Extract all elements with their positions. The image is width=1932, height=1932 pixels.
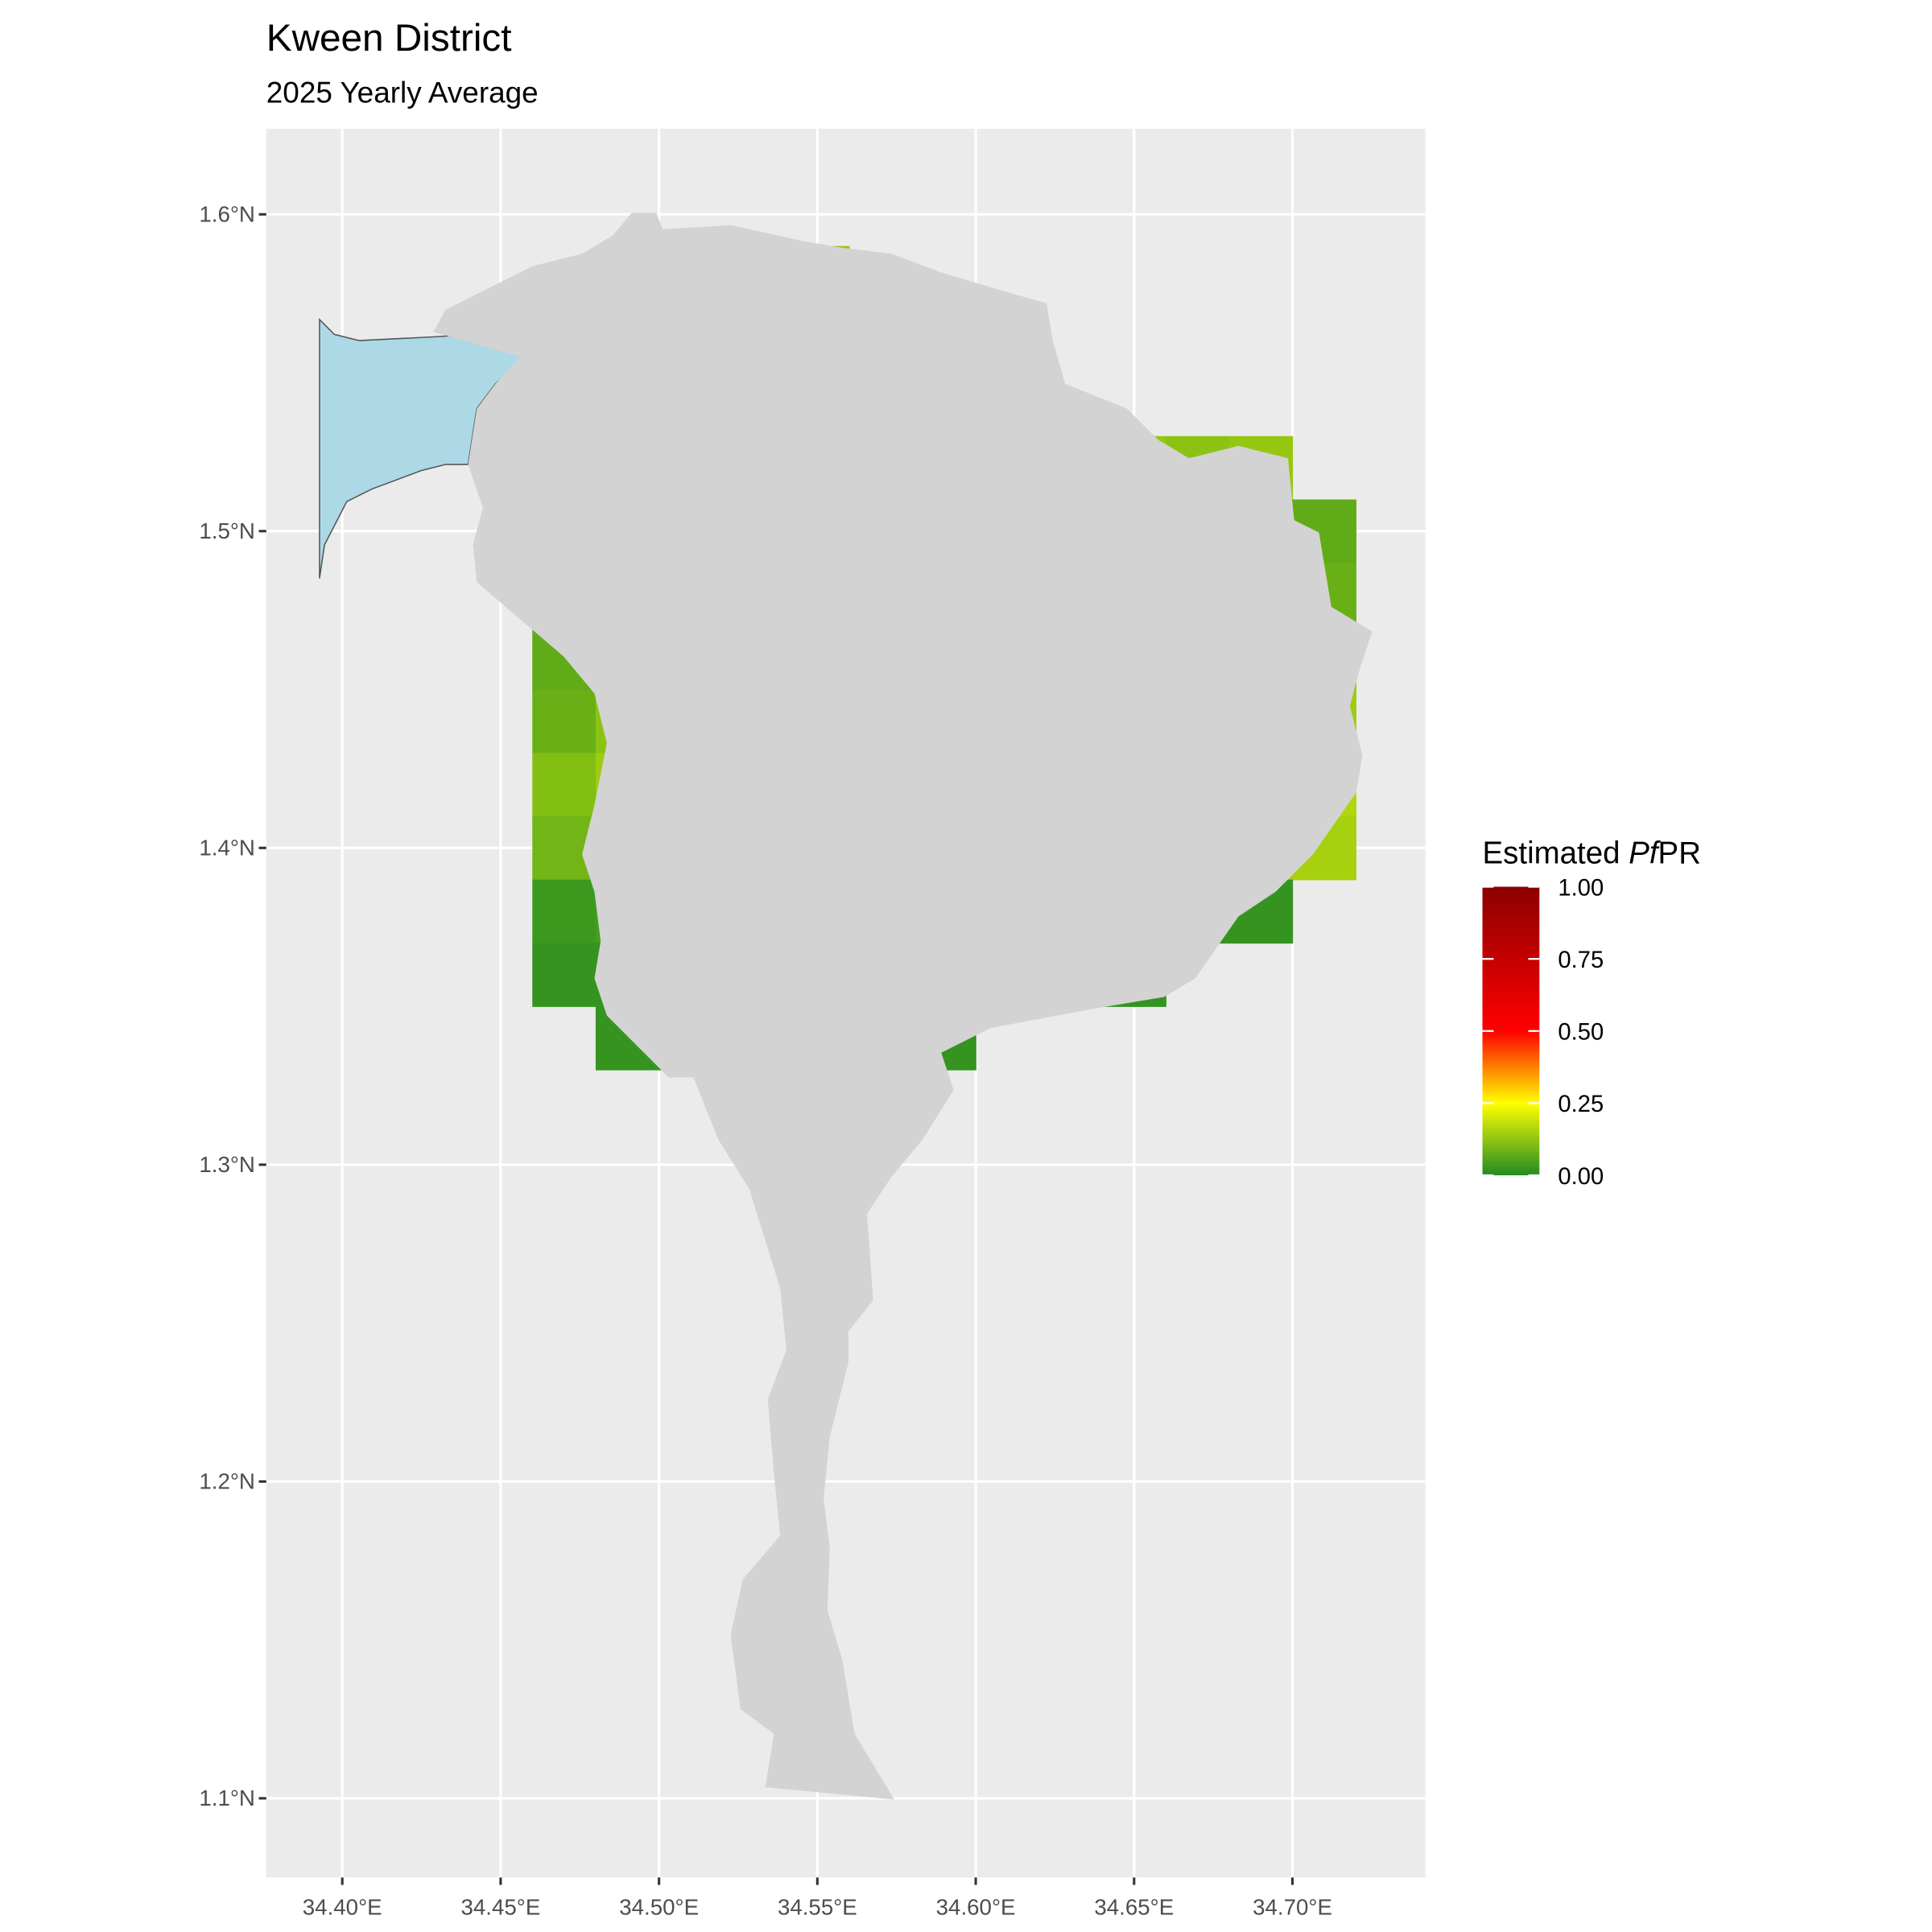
raster-cell — [532, 689, 597, 754]
legend-title-part: PR — [1658, 836, 1701, 870]
x-tick-label: 34.45°E — [461, 1894, 541, 1919]
legend-label: 0.25 — [1558, 1092, 1604, 1117]
legend-title-part: Estimated — [1483, 836, 1629, 870]
y-tick-label: 1.5°N — [199, 518, 255, 543]
y-tick-label: 1.1°N — [199, 1785, 255, 1810]
x-tick-label: 34.70°E — [1253, 1894, 1332, 1919]
raster-cell — [532, 753, 597, 817]
y-tick-label: 1.4°N — [199, 836, 255, 861]
legend-title: Estimated PfPR — [1483, 836, 1701, 870]
y-tick-label: 1.3°N — [199, 1152, 255, 1177]
x-tick-label: 34.40°E — [303, 1894, 382, 1919]
x-tick-label: 34.60°E — [936, 1894, 1016, 1919]
legend-label: 0.00 — [1558, 1164, 1604, 1190]
legend-label: 0.75 — [1558, 947, 1604, 973]
chart-title: Kween District — [266, 17, 512, 60]
raster-cell — [532, 943, 597, 1007]
y-tick-label: 1.2°N — [199, 1469, 255, 1494]
y-tick-label: 1.6°N — [199, 201, 255, 226]
legend-label: 0.50 — [1558, 1020, 1604, 1046]
chart-subtitle: 2025 Yearly Average — [266, 76, 539, 109]
x-tick-label: 34.55°E — [778, 1894, 857, 1919]
legend-label: 1.00 — [1558, 875, 1604, 901]
legend-title-part: Pf — [1629, 836, 1661, 870]
x-tick-label: 34.65°E — [1094, 1894, 1174, 1919]
x-tick-label: 34.50°E — [619, 1894, 699, 1919]
raster-cell — [532, 879, 597, 944]
